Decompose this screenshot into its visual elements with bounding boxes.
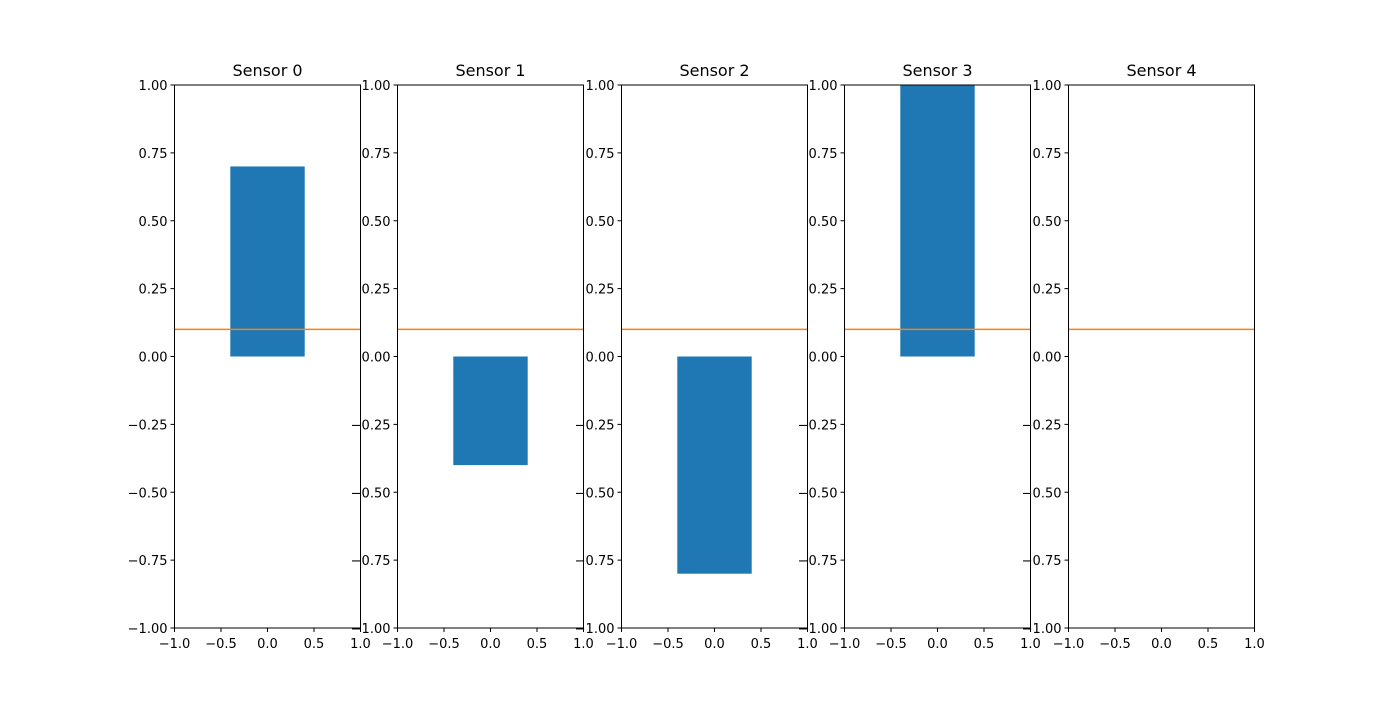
x-tick-label: 0.0 <box>257 637 278 652</box>
sensor-bar <box>900 85 975 357</box>
x-tick-label: 1.0 <box>1020 637 1041 652</box>
x-tick-label: 1.0 <box>573 637 594 652</box>
x-tick-label: 0.0 <box>927 637 948 652</box>
y-tick-label: 0.50 <box>139 215 168 230</box>
y-tick-label: −0.25 <box>351 418 391 433</box>
y-tick-label: 0.00 <box>1033 351 1062 366</box>
x-tick-label: −1.0 <box>382 637 414 652</box>
y-tick-label: −1.00 <box>798 622 838 637</box>
x-tick-label: −0.5 <box>1099 637 1131 652</box>
y-tick-label: −0.50 <box>798 486 838 501</box>
x-tick-label: 0.5 <box>527 637 548 652</box>
panel-title: Sensor 2 <box>679 61 749 80</box>
sensor-panel-0: −1.0 −0.5 0.0 0.5 1.0 −1.00 −0.75 −0.50 −0.25 0.0… <box>128 61 371 652</box>
y-tick-label: 0.00 <box>362 351 391 366</box>
y-tick-label: 1.00 <box>809 79 838 94</box>
y-tick-label: 0.00 <box>139 351 168 366</box>
axes-frame <box>1068 84 1255 629</box>
y-tick-label: 0.75 <box>139 147 168 162</box>
panel-title: Sensor 4 <box>1126 61 1196 80</box>
panel-title: Sensor 0 <box>232 61 302 80</box>
panel-title: Sensor 1 <box>455 61 525 80</box>
sensor-panel-1: −1.0 −0.5 0.0 0.5 1.0−1.00−0.75−0.50−0.250.0… <box>351 61 594 652</box>
y-tick-label: −1.00 <box>351 622 391 637</box>
x-tick-label: −0.5 <box>652 637 684 652</box>
y-tick-label: 0.50 <box>809 215 838 230</box>
y-tick-label: −0.75 <box>351 554 391 569</box>
y-tick-label: −0.75 <box>1022 554 1062 569</box>
x-tick-label: 0.5 <box>751 637 772 652</box>
x-tick-label: 1.0 <box>797 637 818 652</box>
y-tick-label: 0.25 <box>1033 283 1062 298</box>
y-tick-label: 0.50 <box>1033 215 1062 230</box>
sensor-bar <box>453 356 528 466</box>
x-tick-label: 0.0 <box>1151 637 1172 652</box>
y-tick-label: 0.75 <box>362 147 391 162</box>
y-tick-label: 0.00 <box>809 351 838 366</box>
sensor-bar <box>230 166 305 357</box>
y-tick-label: −0.75 <box>798 554 838 569</box>
x-tick-label: −1.0 <box>1053 637 1085 652</box>
x-tick-label: 0.5 <box>304 637 325 652</box>
y-tick-label: −1.00 <box>1022 622 1062 637</box>
x-tick-label: 1.0 <box>350 637 371 652</box>
y-tick-label: 0.25 <box>586 283 615 298</box>
y-tick-label: −0.50 <box>575 486 615 501</box>
y-tick-label: 0.75 <box>809 147 838 162</box>
sensor-panel-4: −1.0 −0.5 0.0 0.5 1.0−1.00−0.75−0.50−0.250.0… <box>1022 61 1265 652</box>
sensor-bar <box>677 356 752 574</box>
x-tick-label: 0.0 <box>704 637 725 652</box>
y-tick-label: −0.25 <box>575 418 615 433</box>
y-tick-label: 0.25 <box>362 283 391 298</box>
y-tick-label: 0.00 <box>586 351 615 366</box>
y-tick-label: −1.00 <box>128 622 168 637</box>
y-tick-label: 1.00 <box>586 79 615 94</box>
y-tick-label: −0.25 <box>1022 418 1062 433</box>
y-tick-label: −0.75 <box>128 554 168 569</box>
y-tick-label: 0.25 <box>809 283 838 298</box>
x-tick-label: −0.5 <box>875 637 907 652</box>
y-tick-label: 0.50 <box>586 215 615 230</box>
x-tick-label: 1.0 <box>1244 637 1265 652</box>
x-tick-label: 0.5 <box>1198 637 1219 652</box>
y-tick-label: −0.50 <box>1022 486 1062 501</box>
y-tick-label: 0.25 <box>139 283 168 298</box>
y-tick-label: 0.50 <box>362 215 391 230</box>
x-tick-label: −1.0 <box>159 637 191 652</box>
x-tick-label: −0.5 <box>428 637 460 652</box>
sensor-panel-3: −1.0 −0.5 0.0 0.5 1.0−1.00−0.75−0.50−0.250.0… <box>798 61 1041 652</box>
y-tick-label: −0.25 <box>128 418 168 433</box>
x-tick-label: 0.5 <box>974 637 995 652</box>
y-tick-label: 1.00 <box>1033 79 1062 94</box>
x-tick-label: −1.0 <box>829 637 861 652</box>
y-tick-label: −0.50 <box>351 486 391 501</box>
x-tick-label: −1.0 <box>606 637 638 652</box>
y-tick-label: 1.00 <box>362 79 391 94</box>
panel-title: Sensor 3 <box>902 61 972 80</box>
y-tick-label: 0.75 <box>1033 147 1062 162</box>
y-tick-label: 1.00 <box>139 79 168 94</box>
x-tick-label: −0.5 <box>205 637 237 652</box>
x-tick-label: 0.0 <box>480 637 501 652</box>
y-tick-label: −1.00 <box>575 622 615 637</box>
y-tick-label: −0.25 <box>798 418 838 433</box>
y-tick-label: −0.75 <box>575 554 615 569</box>
y-tick-label: −0.50 <box>128 486 168 501</box>
y-tick-label: 0.75 <box>586 147 615 162</box>
sensor-panel-2: −1.0 −0.5 0.0 0.5 1.0−1.00−0.75−0.50−0.250.0… <box>575 61 818 652</box>
